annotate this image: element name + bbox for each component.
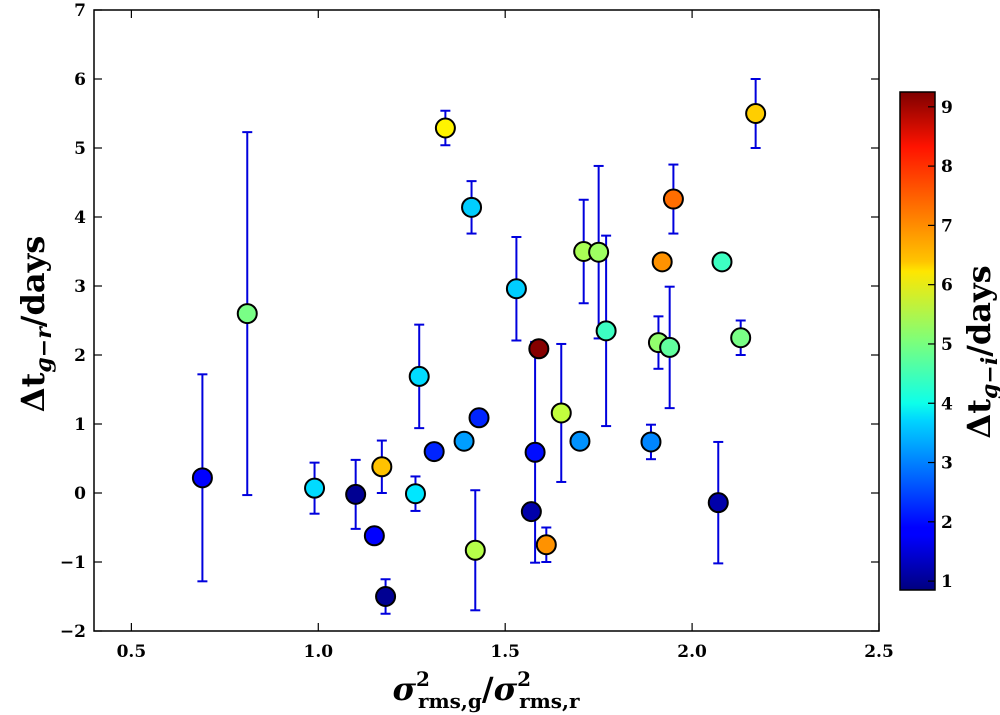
data-point bbox=[730, 327, 752, 349]
plot-frame bbox=[93, 9, 880, 632]
y-tick-label: 6 bbox=[74, 70, 86, 90]
data-point bbox=[535, 534, 557, 556]
data-point bbox=[363, 525, 385, 547]
x-axis: 0.5 1.0 1.5 2.0 2.5 bbox=[117, 10, 894, 662]
data-point bbox=[651, 251, 673, 273]
y-tick-label: 3 bbox=[74, 277, 86, 297]
colorbar-title: Δtg−i/days bbox=[960, 265, 1000, 438]
colorbar-tick-label: 4 bbox=[941, 394, 953, 414]
colorbar-tick-label: 8 bbox=[941, 157, 953, 177]
data-point bbox=[464, 539, 486, 561]
data-point bbox=[569, 430, 591, 452]
y-tick-label: −2 bbox=[60, 622, 86, 642]
y-axis-title-sub: g−r bbox=[31, 326, 57, 373]
colorbar-tick-label: 5 bbox=[941, 335, 953, 355]
x-axis-title-sup2: 2 bbox=[517, 667, 531, 691]
y-tick-label: 4 bbox=[74, 208, 86, 228]
x-tick-label: 0.5 bbox=[117, 642, 147, 662]
colorbar bbox=[899, 91, 936, 591]
data-point bbox=[659, 336, 681, 358]
colorbar-title-sub: g−i bbox=[977, 357, 1000, 399]
y-axis: −2 −1 0 1 2 3 4 5 6 7 bbox=[60, 1, 879, 642]
data-point bbox=[191, 467, 213, 489]
y-axis-title: Δtg−r/days bbox=[14, 236, 57, 412]
x-tick-label: 1.5 bbox=[490, 642, 520, 662]
y-axis-title-suffix: /days bbox=[14, 236, 52, 327]
x-axis-title-sep: / bbox=[482, 670, 494, 708]
y-tick-label: 5 bbox=[74, 139, 86, 159]
data-point bbox=[524, 441, 546, 463]
x-axis-title: σ2 rms,g/σ2 rms,r bbox=[392, 667, 580, 713]
data-point bbox=[711, 251, 733, 273]
x-tick-label: 2.0 bbox=[677, 642, 707, 662]
data-point bbox=[375, 586, 397, 607]
y-tick-label: 1 bbox=[74, 415, 86, 435]
colorbar-title-base: Δt bbox=[960, 399, 998, 439]
data-point bbox=[423, 441, 445, 463]
data-point bbox=[707, 492, 729, 514]
colorbar-title-suffix: /days bbox=[960, 265, 998, 356]
x-axis-title-base: σ bbox=[392, 670, 416, 708]
colorbar-tick-label: 9 bbox=[941, 98, 953, 118]
plot-area bbox=[94, 10, 879, 631]
data-point bbox=[588, 241, 610, 263]
data-point bbox=[640, 431, 662, 453]
colorbar-tick-label: 6 bbox=[941, 276, 953, 296]
x-axis-title-sub2: rms,r bbox=[519, 689, 580, 713]
data-point bbox=[595, 320, 617, 342]
data-point bbox=[662, 188, 684, 210]
x-axis-title-sub: rms,g bbox=[418, 689, 482, 713]
data-point bbox=[468, 407, 490, 429]
data-point bbox=[550, 402, 572, 424]
y-tick-label: −1 bbox=[60, 553, 86, 573]
x-axis-title-base2: σ bbox=[494, 670, 518, 708]
data-point bbox=[745, 103, 767, 124]
colorbar-tick-label: 7 bbox=[941, 216, 953, 236]
x-axis-title-sup: 2 bbox=[416, 667, 430, 691]
points-layer bbox=[191, 103, 767, 607]
y-tick-label: 2 bbox=[74, 346, 86, 366]
data-point bbox=[345, 483, 367, 505]
data-point bbox=[505, 278, 527, 300]
data-point bbox=[461, 196, 483, 218]
colorbar-tick-label: 1 bbox=[941, 572, 953, 592]
data-point bbox=[520, 501, 542, 523]
data-point bbox=[408, 365, 430, 387]
data-point bbox=[236, 303, 258, 325]
x-tick-label: 2.5 bbox=[864, 642, 894, 662]
colorbar-axis: 1 2 3 4 5 6 7 8 9 bbox=[928, 98, 953, 592]
data-point bbox=[371, 456, 393, 478]
data-point bbox=[434, 117, 456, 139]
x-tick-label: 1.0 bbox=[303, 642, 333, 662]
data-point bbox=[404, 483, 426, 505]
y-axis-title-base: Δt bbox=[14, 372, 52, 412]
colorbar-tick-label: 3 bbox=[941, 454, 953, 474]
y-tick-label: 7 bbox=[74, 1, 86, 21]
data-point bbox=[528, 338, 550, 360]
colorbar-tick-label: 2 bbox=[941, 513, 953, 533]
y-tick-label: 0 bbox=[74, 484, 86, 504]
data-point bbox=[304, 477, 326, 499]
data-point bbox=[453, 430, 475, 452]
